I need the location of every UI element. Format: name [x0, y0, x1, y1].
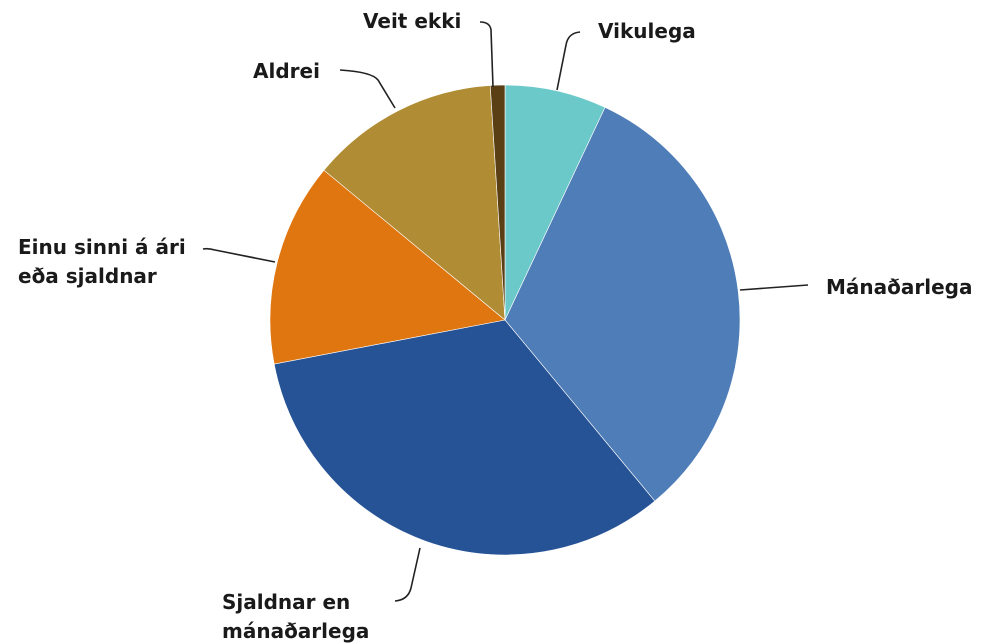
leader-line: [739, 284, 809, 291]
slice-label: Mánaðarlega: [826, 275, 973, 299]
slice-label: Aldrei: [253, 59, 320, 83]
pie-slice: [504, 106, 741, 502]
leader-line: [479, 21, 494, 88]
slice-label: Veit ekki: [363, 9, 462, 33]
pie-slice: [273, 319, 656, 556]
slice-label: Vikulega: [598, 19, 696, 43]
leader-line: [556, 31, 581, 91]
pie-slice: [323, 85, 506, 321]
slice-label: Sjaldnar en mánaðarlega: [222, 590, 370, 643]
leader-lines: [202, 21, 809, 602]
pie-slice: [489, 84, 506, 321]
slices: [269, 84, 741, 556]
slice-label: Einu sinni á ári eða sjaldnar: [18, 235, 186, 288]
leader-line: [339, 69, 396, 109]
leader-line: [394, 547, 421, 602]
pie-slice: [269, 169, 506, 365]
pie-slice: [504, 84, 606, 321]
leader-line: [202, 247, 276, 263]
